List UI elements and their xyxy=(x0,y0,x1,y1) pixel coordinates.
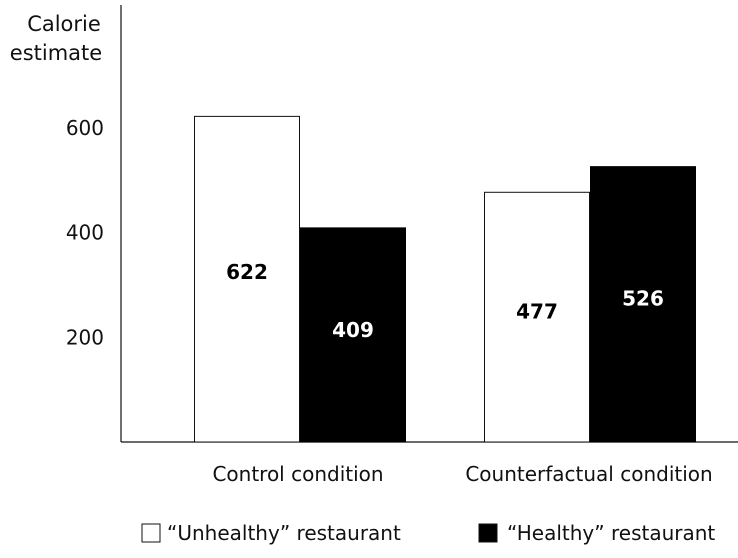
y-tick-label: 400 xyxy=(66,221,104,245)
bar xyxy=(484,191,590,443)
x-category-label: Control condition xyxy=(212,462,383,486)
x-category-label: Counterfactual condition xyxy=(465,462,712,486)
value-labels: 622 477 409 526 xyxy=(226,260,664,342)
bar-value-label: 477 xyxy=(516,300,558,324)
bar xyxy=(590,166,696,443)
bar xyxy=(300,227,406,443)
y-axis-label-line-2: estimate xyxy=(10,41,102,65)
bars xyxy=(194,115,696,443)
y-tick-label: 200 xyxy=(66,325,104,349)
legend-label: “Unhealthy” restaurant xyxy=(167,521,401,545)
y-tick-label: 600 xyxy=(66,116,104,140)
bar xyxy=(194,115,300,443)
legend-swatch xyxy=(478,523,498,543)
y-axis-label: Calorie estimate xyxy=(10,12,102,65)
bar-value-label: 409 xyxy=(332,318,374,342)
legend-swatch xyxy=(141,523,161,543)
y-axis-label-line-1: Calorie xyxy=(27,12,101,36)
legend: “Unhealthy” restaurant “Healthy” restaura… xyxy=(141,521,715,545)
legend-label: “Healthy” restaurant xyxy=(507,521,715,545)
bar-value-label: 622 xyxy=(226,260,268,284)
x-axis-categories: Control condition Counterfactual conditio… xyxy=(212,462,712,486)
y-axis-ticks: 200 400 600 xyxy=(66,116,104,349)
bar-value-label: 526 xyxy=(622,286,664,310)
